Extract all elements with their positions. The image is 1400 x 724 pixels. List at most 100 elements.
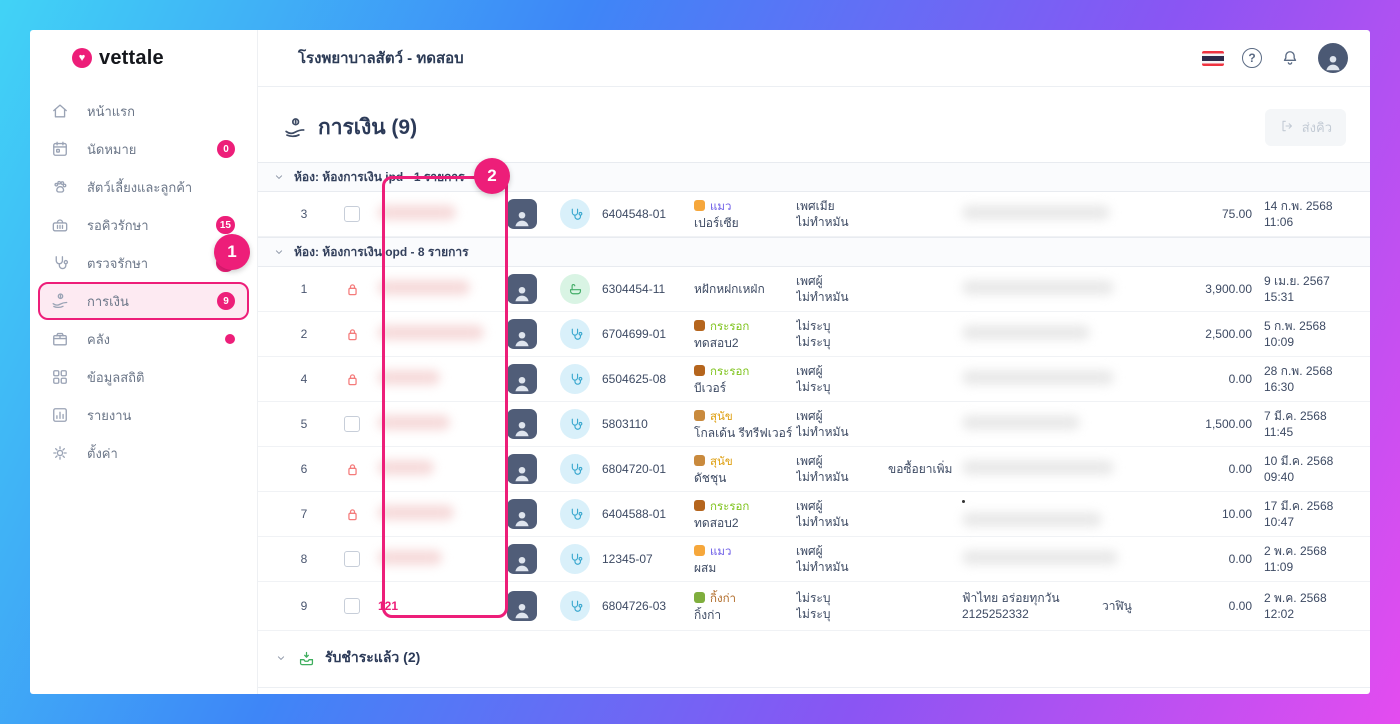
pet-species-link[interactable]: กิ้งก่า	[710, 592, 736, 605]
count-badge: 15	[215, 216, 235, 234]
sidebar-item-inventory[interactable]: คลัง	[38, 320, 249, 358]
case-id: 6504625-08	[602, 372, 667, 386]
amount: 0.00	[1228, 462, 1252, 476]
sidebar-item-label: หน้าแรก	[87, 103, 135, 119]
invoice-number-link[interactable]: 121	[378, 599, 399, 613]
help-icon[interactable]: ?	[1242, 48, 1262, 68]
row-checkbox[interactable]	[344, 598, 360, 614]
section-header[interactable]: ห้อง: ห้องการเงิน ipd - 1 รายการ	[258, 162, 1370, 192]
assignee: วาฬินู	[1102, 598, 1132, 613]
pet-sex: ไม่ระบุ	[796, 591, 831, 605]
billing-row[interactable]: 6 6804720-01 สุนัข ดัชชุน เพศผู้ ไม่ทำหมัน ขอซ…	[258, 447, 1370, 492]
app-window: ♥ vettale หน้าแรกนัดหมาย 0 สัตว์เลี้ยงและล…	[30, 30, 1370, 694]
patient-avatar	[507, 409, 537, 439]
row-checkbox[interactable]	[344, 416, 360, 432]
pet-species-link[interactable]: กระรอก	[710, 320, 750, 333]
date: 14 ก.พ. 2568	[1264, 199, 1333, 213]
pet-breed: เปอร์เซีย	[694, 215, 739, 230]
sidebar-item-grid[interactable]: ข้อมูลสถิติ	[38, 358, 249, 396]
billing-row[interactable]: 8 12345-07 แมว ผสม เพศผู้ ไม่ทำหมัน 0.00 2 พ.ค.…	[258, 537, 1370, 582]
time: 11:06	[1264, 215, 1294, 229]
patient-avatar	[507, 499, 537, 529]
row-number: 9	[300, 599, 308, 613]
row-number: 7	[300, 507, 308, 521]
pet-neuter-status: ไม่ระบุ	[796, 335, 831, 349]
billing-row[interactable]: 9 121 6804726-03 กิ้งก่า กิ้งก่า ไม่ระบุ ไม่ระ…	[258, 582, 1370, 631]
exam-room-icon	[560, 499, 590, 529]
patient-avatar	[507, 454, 537, 484]
time: 12:02	[1264, 607, 1295, 621]
sidebar-item-label: ตรวจรักษา	[87, 255, 149, 271]
case-id: 12345-07	[602, 552, 653, 566]
pet-species-link[interactable]: กระรอก	[710, 500, 750, 513]
sidebar-item-calendar[interactable]: นัดหมาย 0	[38, 130, 249, 168]
sidebar-item-stethoscope[interactable]: ตรวจรักษา 12	[38, 244, 249, 282]
sidebar-item-hand-coin[interactable]: การเงิน 9	[38, 282, 249, 320]
case-id: 6804726-03	[602, 599, 667, 613]
pet-sex: เพศผู้	[796, 364, 823, 378]
topbar-right: ?	[1202, 43, 1348, 73]
pet-species-link[interactable]: สุนัข	[710, 455, 733, 468]
billing-row[interactable]: 7 6404588-01 กระรอก ทดสอบ2 เพศผู้ ไม่ทำหมัน 10…	[258, 492, 1370, 537]
owner-name: ฟ้าไทย อร่อยทุกวัน	[962, 591, 1060, 605]
section-title: ห้อง: ห้องการเงิน ipd - 1 รายการ	[294, 169, 465, 184]
time: 15:31	[1264, 290, 1295, 304]
bell-icon[interactable]	[1280, 48, 1300, 68]
case-id: 6404588-01	[602, 507, 667, 521]
hand-coin-icon	[282, 115, 308, 141]
sidebar-item-carrier[interactable]: รอคิวรักษา 15	[38, 206, 249, 244]
paid-section-header[interactable]: รับชำระแล้ว (2)	[258, 647, 1370, 688]
thai-flag-icon[interactable]	[1202, 50, 1224, 66]
sidebar-item-home[interactable]: หน้าแรก	[38, 92, 249, 130]
sidebar-item-paw[interactable]: สัตว์เลี้ยงและลูกค้า	[38, 168, 249, 206]
row-number: 1	[300, 282, 308, 296]
app-logo[interactable]: ♥ vettale	[30, 30, 257, 86]
lock-icon	[343, 460, 362, 479]
row-number: 4	[300, 372, 308, 386]
report-icon	[50, 405, 70, 425]
note: ขอซื้อยาเพิ่ม	[888, 461, 953, 476]
cat-icon	[694, 199, 705, 211]
exam-room-icon	[560, 409, 590, 439]
pet-species-link[interactable]: สุนัข	[710, 410, 733, 423]
row-checkbox[interactable]	[344, 551, 360, 567]
owner-name-redacted	[962, 460, 1114, 475]
patient-name-redacted	[378, 550, 442, 565]
clinic-title: โรงพยาบาลสัตว์ - ทดสอบ	[298, 50, 464, 67]
pet-breed: ทดสอบ2	[694, 515, 739, 530]
chevron-down-icon	[272, 170, 286, 184]
patient-name-redacted	[378, 460, 434, 475]
sidebar-item-gear[interactable]: ตั้งค่า	[38, 434, 249, 472]
sidebar-item-report[interactable]: รายงาน	[38, 396, 249, 434]
owner-name-redacted	[962, 415, 1080, 430]
owner-name-redacted	[962, 550, 1118, 565]
inventory-icon	[50, 329, 70, 349]
billing-row[interactable]: 4 6504625-08 กระรอก บีเวอร์ เพศผู้ ไม่ระบุ 0.0…	[258, 357, 1370, 402]
pet-sex: ไม่ระบุ	[796, 319, 831, 333]
case-id: 5803110	[602, 417, 648, 431]
section-header[interactable]: ห้อง: ห้องการเงิน opd - 8 รายการ	[258, 237, 1370, 267]
sidebar-item-label: รายงาน	[87, 407, 132, 423]
billing-row[interactable]: 1 6304454-11 หฝักหฝกเหฝ่ก เพศผู้ ไม่ทำหมัน 3,…	[258, 267, 1370, 312]
billing-row[interactable]: 5 5803110 สุนัข โกลเด้น รีทรีฟเวอร์ เพศผู้ ไม…	[258, 402, 1370, 447]
pet-breed: โกลเด้น รีทรีฟเวอร์	[694, 425, 793, 440]
billing-row[interactable]: 3 6404548-01 แมว เปอร์เซีย เพศเมีย ไม่ทำหมัน 7…	[258, 192, 1370, 237]
send-queue-button[interactable]: ส่งคิว	[1264, 109, 1346, 146]
sidebar-item-label: รอคิวรักษา	[87, 217, 149, 233]
time: 11:09	[1264, 560, 1294, 574]
user-avatar[interactable]	[1318, 43, 1348, 73]
pet-species-link[interactable]: แมว	[710, 545, 732, 558]
amount: 0.00	[1228, 599, 1252, 613]
pet-species-link[interactable]: แมว	[710, 200, 732, 213]
topbar: โรงพยาบาลสัตว์ - ทดสอบ ?	[258, 30, 1370, 87]
row-checkbox[interactable]	[344, 206, 360, 222]
pet-sex: เพศผู้	[796, 454, 823, 468]
sidebar-item-label: ข้อมูลสถิติ	[87, 369, 145, 385]
exam-room-icon	[560, 364, 590, 394]
pet-species-link[interactable]: กระรอก	[710, 365, 750, 378]
billing-row[interactable]: 2 6704699-01 กระรอก ทดสอบ2 ไม่ระบุ ไม่ระบุ 2,5…	[258, 312, 1370, 357]
exam-room-icon	[560, 591, 590, 621]
patient-name-redacted	[378, 415, 450, 430]
row-number: 3	[300, 207, 308, 221]
sidebar-item-label: นัดหมาย	[87, 141, 137, 157]
